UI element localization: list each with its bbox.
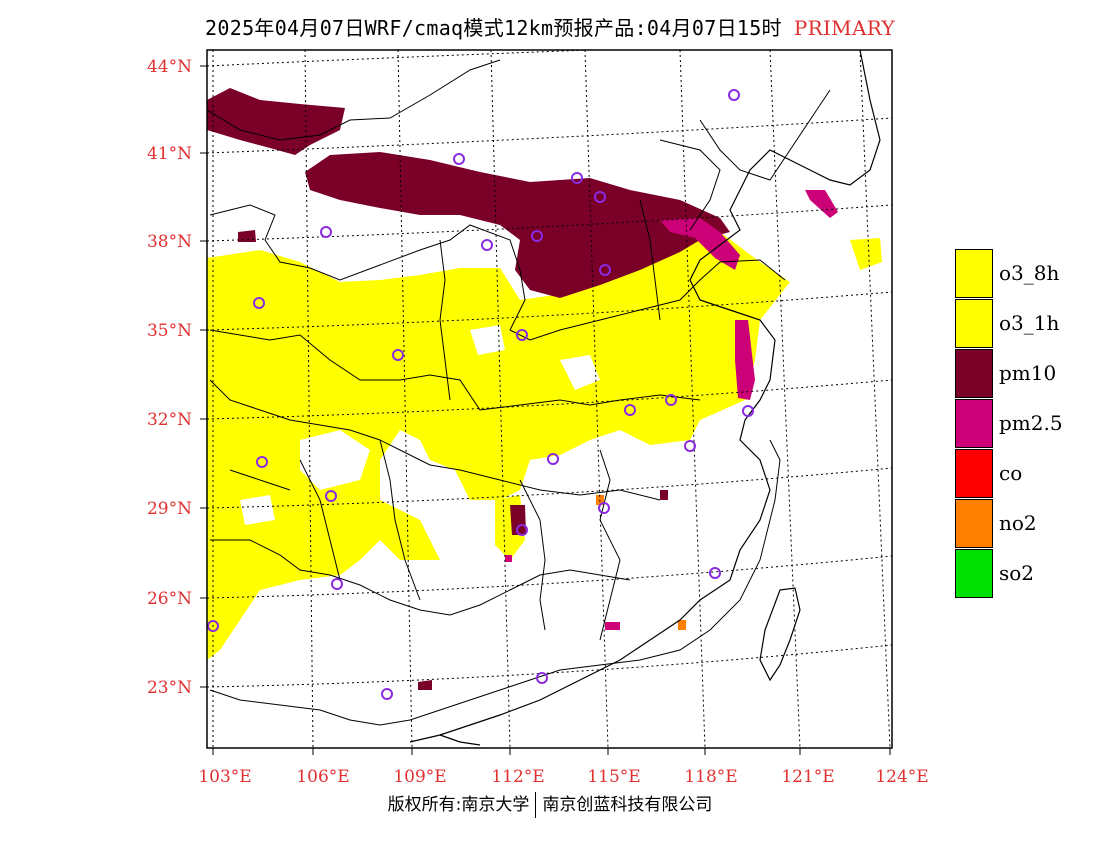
legend-label: o3_8h — [999, 261, 1060, 285]
lon-label: 112°E — [491, 767, 544, 787]
legend-label: so2 — [999, 561, 1035, 585]
tick-marks — [200, 65, 891, 755]
lon-label: 118°E — [684, 767, 737, 787]
legend-label: pm2.5 — [999, 411, 1063, 435]
station-marker — [207, 620, 219, 632]
legend-swatch — [955, 448, 993, 498]
station-marker — [599, 264, 611, 276]
legend-swatch — [955, 348, 993, 398]
lat-label: 41°N — [147, 144, 192, 164]
footer-right: 南京创蓝科技有限公司 — [542, 795, 713, 815]
lat-label: 26°N — [147, 589, 192, 609]
station-marker — [531, 230, 543, 242]
station-marker — [325, 490, 337, 502]
footer-left: 版权所有:南京大学 — [387, 795, 530, 815]
legend-item: o3_1h — [955, 298, 1063, 348]
copyright-footer: 版权所有:南京大学 南京创蓝科技有限公司 — [0, 790, 1100, 818]
legend-swatch — [955, 548, 993, 598]
lat-labels: 44°N 41°N 38°N 35°N 32°N 29°N 26°N 23°N — [147, 57, 192, 698]
lat-label: 44°N — [147, 57, 192, 77]
legend-label: co — [999, 461, 1023, 485]
map-title: 2025年04月07日WRF/cmaq模式12km预报产品:04月07日15时 P… — [0, 12, 1100, 40]
station-marker — [665, 394, 677, 406]
legend-item: o3_8h — [955, 248, 1063, 298]
legend-swatch — [955, 498, 993, 548]
graticule — [207, 50, 892, 748]
station-marker — [598, 502, 610, 514]
title-tag: PRIMARY — [793, 16, 895, 40]
station-marker — [253, 297, 265, 309]
map-content — [207, 50, 892, 748]
map-frame — [206, 49, 893, 749]
lon-label: 106°E — [296, 767, 349, 787]
legend-item: pm2.5 — [955, 398, 1063, 448]
lat-label: 29°N — [147, 499, 192, 519]
legend-item: no2 — [955, 498, 1063, 548]
lat-label: 38°N — [147, 232, 192, 252]
pm25-region — [505, 190, 838, 630]
legend-swatch — [955, 298, 993, 348]
station-marker — [709, 567, 721, 579]
lon-label: 121°E — [781, 767, 834, 787]
station-marker — [256, 456, 268, 468]
legend-item: pm10 — [955, 348, 1063, 398]
station-markers — [207, 89, 754, 700]
legend-label: pm10 — [999, 361, 1057, 385]
station-marker — [624, 404, 636, 416]
lon-label: 103°E — [198, 767, 251, 787]
station-marker — [516, 329, 528, 341]
lon-label: 109°E — [393, 767, 446, 787]
station-marker — [742, 405, 754, 417]
station-marker — [453, 153, 465, 165]
station-marker — [320, 226, 332, 238]
station-marker — [728, 89, 740, 101]
legend: o3_8h o3_1h pm10 pm2.5 co no2 so2 — [955, 248, 1063, 598]
station-marker — [481, 239, 493, 251]
station-marker — [392, 349, 404, 361]
station-marker — [331, 578, 343, 590]
province-boundaries — [207, 59, 831, 726]
legend-swatch — [955, 248, 993, 298]
station-marker — [381, 688, 393, 700]
lon-label: 115°E — [587, 767, 640, 787]
legend-item: co — [955, 448, 1063, 498]
station-marker — [547, 453, 559, 465]
legend-item: so2 — [955, 548, 1063, 598]
footer-divider — [535, 792, 537, 818]
lat-label: 35°N — [147, 321, 192, 341]
station-marker — [571, 172, 583, 184]
legend-swatch — [955, 398, 993, 448]
lon-label: 124°E — [875, 767, 928, 787]
station-marker — [594, 191, 606, 203]
lon-labels: 103°E 106°E 109°E 112°E 115°E 118°E 121°… — [198, 767, 928, 787]
lat-label: 32°N — [147, 410, 192, 430]
o3-gaps — [240, 325, 600, 525]
lat-label: 23°N — [147, 678, 192, 698]
station-marker — [516, 524, 528, 536]
title-text: 2025年04月07日WRF/cmaq模式12km预报产品:04月07日15时 — [205, 16, 782, 40]
legend-label: o3_1h — [999, 311, 1060, 335]
station-marker — [684, 440, 696, 452]
legend-label: no2 — [999, 511, 1037, 535]
coastline — [409, 50, 881, 746]
station-marker — [536, 672, 548, 684]
pm10-region — [207, 88, 730, 690]
